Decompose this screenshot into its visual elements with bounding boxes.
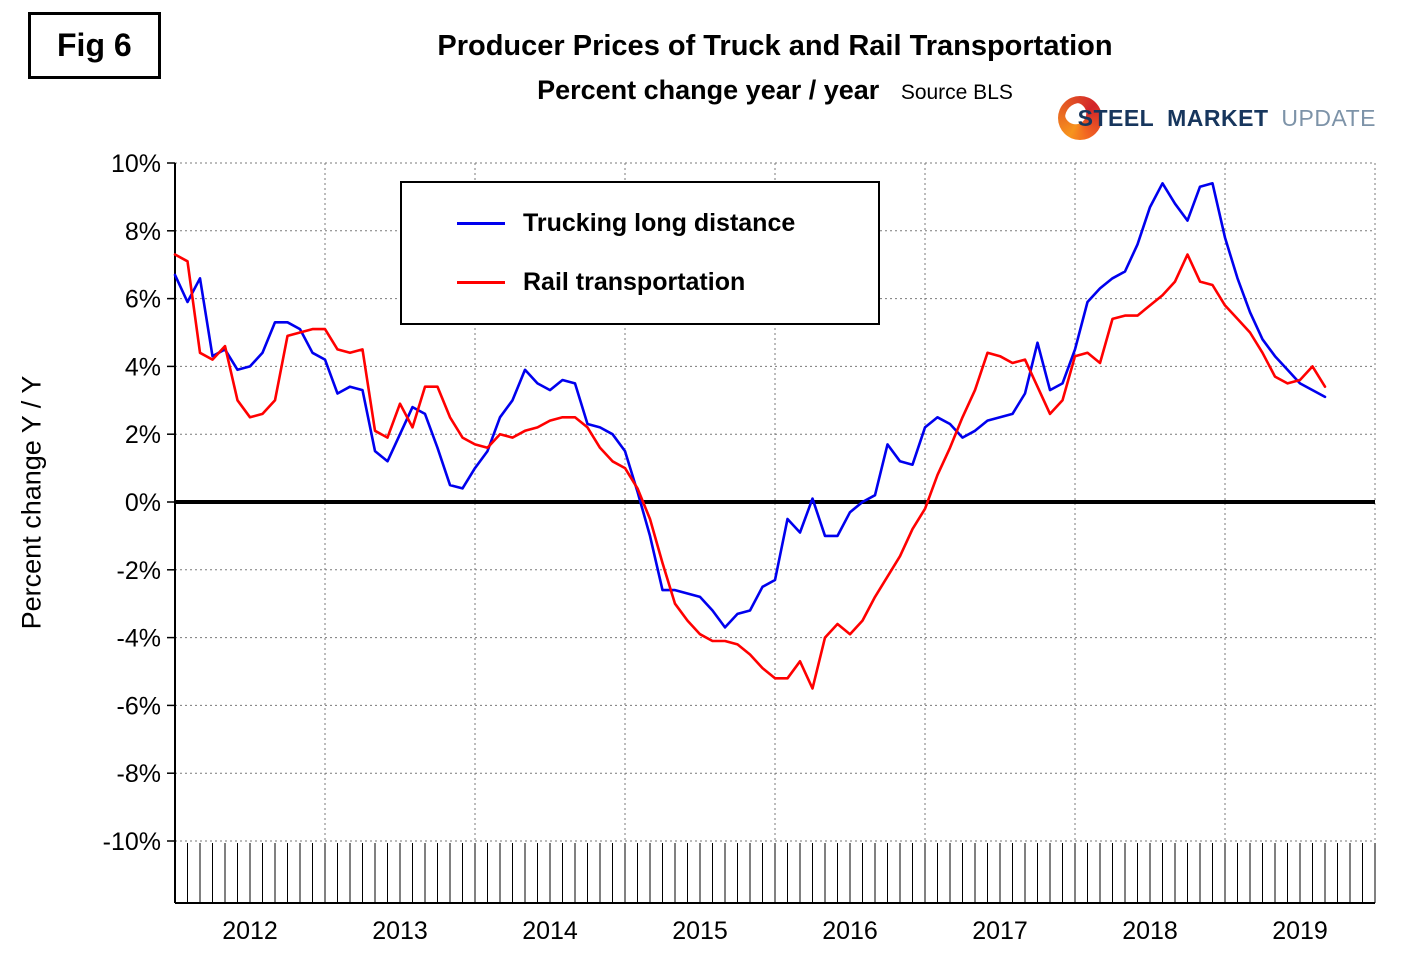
logo-sun-icon <box>1057 96 1102 140</box>
x-year-label: 2016 <box>822 917 878 945</box>
x-year-label: 2014 <box>522 917 578 945</box>
legend-item-rail: Rail transportation <box>457 268 868 297</box>
y-tick-label: 10% <box>111 150 161 178</box>
y-tick-label: -10% <box>103 828 161 856</box>
y-tick-label: 8% <box>125 218 161 246</box>
logo-steel-label: STEEL <box>1077 104 1155 131</box>
chart-source: Source BLS <box>900 81 1013 104</box>
steel-market-update-logo: STEEL MARKET UPDATE <box>1057 96 1376 140</box>
x-year-label: 2012 <box>222 917 278 945</box>
x-year-label: 2017 <box>972 917 1028 945</box>
y-tick-label: -2% <box>117 557 161 585</box>
chart-title: Producer Prices of Truck and Rail Transp… <box>437 30 1113 62</box>
x-year-label: 2019 <box>1272 917 1328 945</box>
legend: Trucking long distance Rail transportati… <box>400 181 880 325</box>
chart-header: Producer Prices of Truck and Rail Transp… <box>175 30 1375 106</box>
y-tick-label: 2% <box>125 421 161 449</box>
x-year-label: 2015 <box>672 917 728 945</box>
chart-subtitle: Percent change year / year <box>537 75 880 105</box>
x-year-label: 2013 <box>372 917 428 945</box>
logo-update-label: UPDATE <box>1281 104 1376 131</box>
rail-series-line <box>173 253 1327 690</box>
logo-text: STEEL MARKET UPDATE <box>1078 105 1376 132</box>
y-tick-label: 6% <box>125 286 161 314</box>
y-tick-label: -8% <box>117 760 161 788</box>
y-tick-label: 4% <box>125 353 161 381</box>
figure-number-box: Fig 6 <box>28 12 161 79</box>
y-tick-label: -4% <box>117 625 161 653</box>
rail-legend-label: Rail transportation <box>523 268 746 296</box>
trucking-line-swatch <box>457 222 505 225</box>
trucking-series-line <box>173 182 1327 629</box>
trucking-legend-label: Trucking long distance <box>523 209 796 237</box>
x-year-label: 2018 <box>1122 917 1178 945</box>
logo-market-label: MARKET <box>1167 104 1269 131</box>
chart-subtitle-row: Percent change year / year Source BLS <box>175 75 1375 106</box>
legend-item-trucking: Trucking long distance <box>457 209 868 238</box>
rail-line-swatch <box>457 281 505 284</box>
figure-number-label: Fig 6 <box>57 27 132 63</box>
y-tick-label: -6% <box>117 692 161 720</box>
y-tick-label: 0% <box>125 489 161 517</box>
